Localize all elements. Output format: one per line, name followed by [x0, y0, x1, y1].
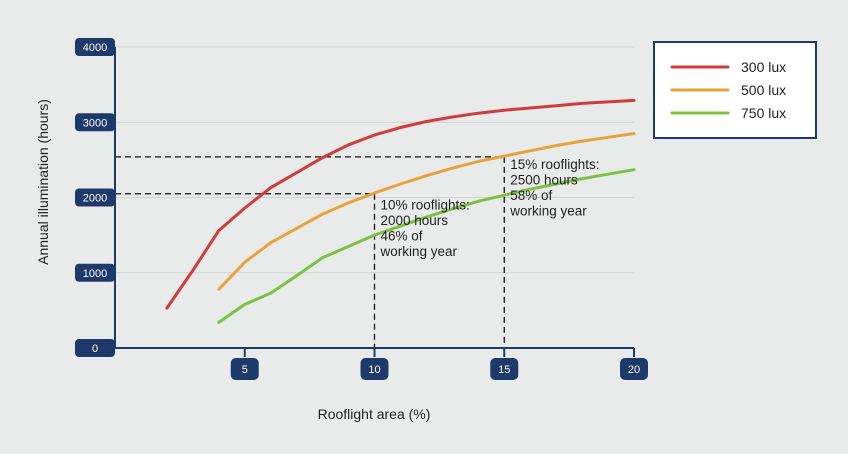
annotation-line: 58% of [510, 188, 552, 203]
annotation-line: 15% rooflights: [510, 157, 599, 172]
y-tick-label: 2000 [83, 193, 107, 205]
annotation-line: 2500 hours [510, 172, 578, 187]
y-tick-badge [75, 188, 115, 207]
annotation-line: working year [380, 244, 458, 259]
annotation-line: working year [509, 203, 587, 218]
y-tick-label: 4000 [83, 42, 107, 54]
annotation-line: 2000 hours [381, 213, 449, 228]
x-tick-labels: 5 10 15 20 [230, 348, 648, 380]
y-tick-badge [75, 113, 115, 132]
series-line-500-lux [217, 132, 636, 291]
legend-label: 500 lux [741, 82, 786, 98]
y-tick-label: 0 [92, 343, 98, 355]
annotation-text: 10% rooflights: 2000 hours 46% of working y… [380, 198, 470, 259]
legend-label: 750 lux [741, 105, 786, 121]
y-tick-badge [75, 339, 115, 357]
annotation-line: 46% of [381, 229, 423, 244]
series-line-300-lux [165, 98, 636, 310]
y-tick-badge [75, 263, 115, 282]
x-tick-badge [620, 358, 648, 380]
x-tick-label: 5 [242, 364, 248, 376]
x-tick-label: 15 [498, 364, 510, 376]
annotations: 10% rooflights: 2000 hours 46% of working y… [380, 157, 600, 259]
x-tick-badge [490, 358, 519, 380]
x-tick-label: 10 [368, 364, 380, 376]
grid-lines [115, 46, 634, 274]
legend: 300 lux 500 lux 750 lux [653, 41, 817, 139]
reference-lines [115, 156, 505, 348]
y-axis-title: Annual illumination (hours) [35, 99, 51, 265]
y-tick-badge [75, 38, 115, 56]
annotation-line: 10% rooflights: [381, 198, 470, 213]
x-axis-title: Rooflight area (%) [318, 406, 431, 422]
x-tick-label: 20 [628, 364, 640, 376]
y-tick-label: 3000 [83, 117, 107, 129]
y-tick-labels: 0 1000 2000 3000 4000 [75, 38, 115, 357]
annotation-text: 15% rooflights: 2500 hours 58% of working y… [509, 157, 599, 219]
series-line-750-lux [217, 168, 636, 324]
series-lines [165, 98, 636, 324]
legend-label: 300 lux [741, 59, 786, 75]
y-tick-label: 1000 [83, 268, 107, 280]
x-tick-badge [230, 358, 259, 380]
x-tick-badge [360, 358, 389, 380]
